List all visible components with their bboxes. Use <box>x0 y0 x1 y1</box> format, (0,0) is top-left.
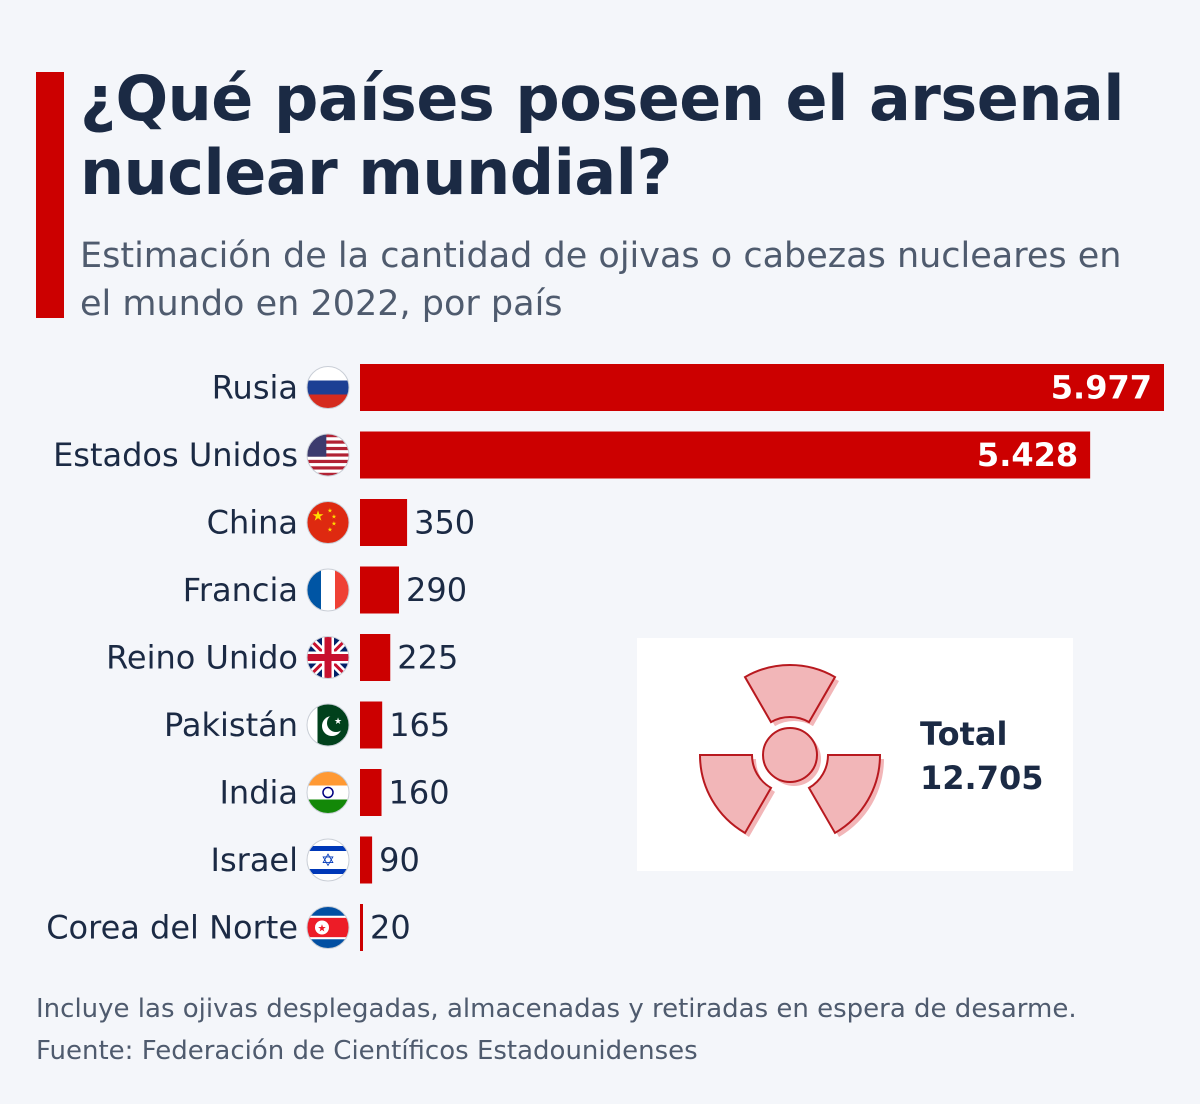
bar <box>360 364 1164 411</box>
row-label: Reino Unido <box>106 639 298 677</box>
radiation-icon <box>698 664 884 837</box>
uk-flag-icon <box>306 636 350 679</box>
bar <box>360 769 382 816</box>
page-subtitle: Estimación de la cantidad de ojivas o ca… <box>80 236 1122 324</box>
bar-value-label: 90 <box>379 841 420 879</box>
row-label: Estados Unidos <box>53 436 298 474</box>
row-label: Corea del Norte <box>46 909 298 947</box>
svg-text:★: ★ <box>327 527 332 534</box>
total-value: 12.705 <box>920 759 1044 797</box>
bar <box>360 431 1091 479</box>
bar <box>360 836 373 884</box>
row-label: India <box>219 774 298 812</box>
india-flag-icon <box>306 771 350 814</box>
pakistan-flag-icon: ★ <box>306 703 350 747</box>
page-title: ¿Qué países poseen el arsenal nuclear mu… <box>80 62 1125 209</box>
bar-value-label: 5.428 <box>977 436 1078 474</box>
row-label: China <box>207 504 298 542</box>
bar-value-label: 350 <box>414 504 475 542</box>
total-label: Total <box>920 715 1008 753</box>
row-label: Francia <box>183 571 298 609</box>
russia-flag-icon <box>306 366 350 409</box>
footnote: Incluye las ojivas desplegadas, almacena… <box>36 994 1077 1024</box>
total-box: Total 12.705 <box>637 638 1073 871</box>
row-label: Pakistán <box>164 706 298 744</box>
bar-value-label: 5.977 <box>1051 369 1152 407</box>
accent-bar <box>36 72 64 318</box>
china-flag-icon: ★ ★★★★ <box>306 501 350 544</box>
france-flag-icon <box>306 568 350 612</box>
svg-text:★: ★ <box>334 717 342 727</box>
svg-text:★: ★ <box>312 509 325 525</box>
bar <box>360 634 391 681</box>
bar <box>360 499 408 546</box>
bar <box>360 904 363 951</box>
bar-value-label: 160 <box>389 774 450 812</box>
svg-text:★: ★ <box>331 514 336 521</box>
row-label: Rusia <box>212 369 298 407</box>
bar-value-label: 225 <box>397 639 458 677</box>
bar-value-label: 165 <box>389 706 450 744</box>
bar <box>360 701 383 749</box>
north-korea-flag-icon: ★ <box>306 906 350 949</box>
svg-text:★: ★ <box>318 924 327 935</box>
bar <box>360 566 400 614</box>
source-note: Fuente: Federación de Científicos Estado… <box>36 1036 698 1066</box>
svg-text:★: ★ <box>331 521 336 528</box>
usa-flag-icon <box>306 433 350 477</box>
israel-flag-icon: ✡ <box>306 838 350 882</box>
svg-text:✡: ✡ <box>321 851 335 871</box>
svg-text:★: ★ <box>327 508 332 515</box>
row-label: Israel <box>211 841 298 879</box>
bar-value-label: 290 <box>406 571 467 609</box>
bar-value-label: 20 <box>370 909 411 947</box>
